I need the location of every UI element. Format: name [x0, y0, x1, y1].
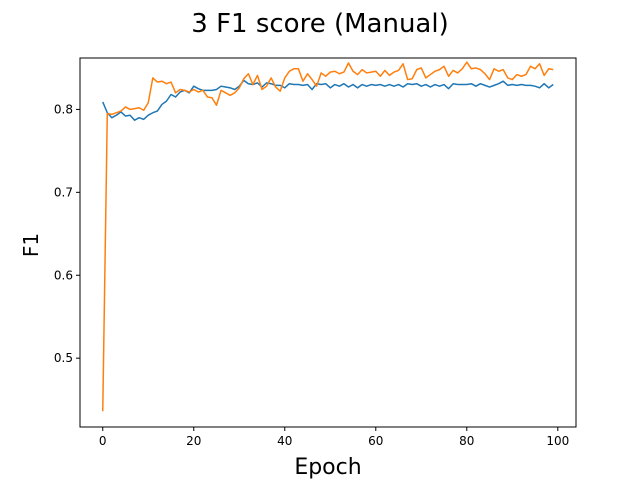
y-tick-label: 0.6	[54, 268, 73, 282]
x-tick-label: 80	[459, 434, 474, 448]
plot-area	[102, 61, 554, 412]
x-tick-label: 100	[546, 434, 569, 448]
series-line-1	[102, 79, 554, 121]
y-tick-label: 0.5	[54, 351, 73, 365]
x-tick-label: 20	[186, 434, 201, 448]
y-tick-label: 0.7	[54, 185, 73, 199]
x-tick-label: 40	[277, 434, 292, 448]
axis-ticks: 0 20 40 60 80 100 0.5 0.6 0.7 0.8	[54, 102, 569, 448]
axes-frame	[79, 57, 577, 428]
x-tick-label: 0	[99, 434, 107, 448]
y-axis-label: F1	[19, 233, 43, 257]
x-tick-label: 60	[368, 434, 383, 448]
series-line-2	[102, 61, 554, 412]
chart-title: 3 F1 score (Manual)	[191, 9, 448, 39]
y-tick-label: 0.8	[54, 102, 73, 116]
x-axis-label: Epoch	[294, 455, 361, 480]
